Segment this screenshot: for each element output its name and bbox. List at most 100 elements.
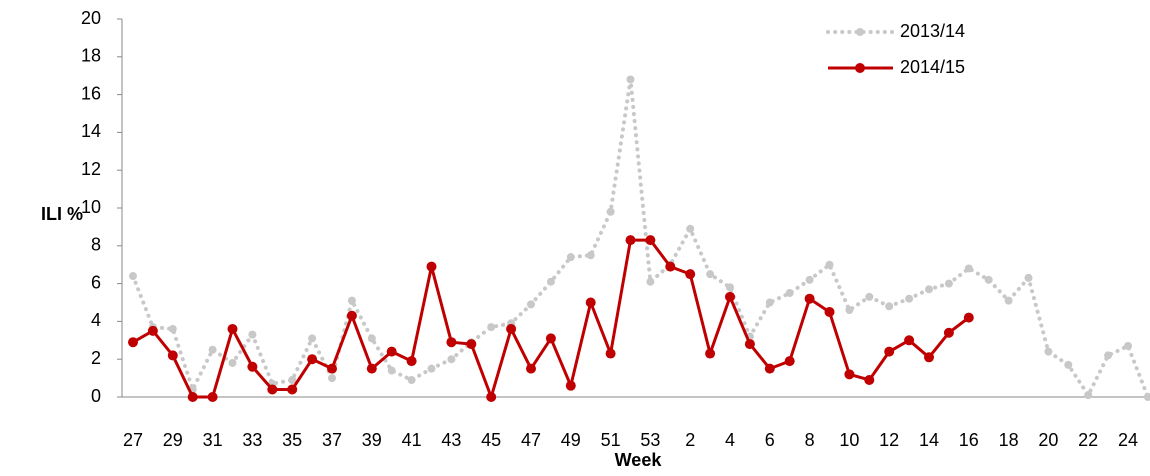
y-tick-label: 20 [81,8,101,28]
data-point [328,374,336,383]
data-point [526,363,536,374]
data-point [744,339,755,350]
x-tick-label: 31 [203,430,223,450]
data-point [845,306,854,315]
data-point [426,261,437,272]
data-point [347,296,356,305]
x-tick-label: 51 [601,430,621,450]
data-point [527,300,535,309]
data-point [565,380,576,391]
data-point [386,346,397,357]
data-point [905,294,914,303]
data-point [944,279,953,288]
data-point [486,392,497,402]
data-point [1124,341,1132,350]
data-point [147,325,158,336]
data-point [943,327,954,338]
x-tick-label: 49 [561,430,581,450]
data-point [725,291,735,302]
x-tick-label: 35 [282,430,302,450]
data-point [963,312,974,323]
data-point [367,334,376,343]
data-point [466,339,477,350]
data-point [247,361,258,372]
data-point [586,251,595,260]
data-point [665,261,676,272]
data-point [606,207,615,216]
data-point [865,292,874,301]
data-point [705,348,716,359]
data-point [625,235,636,246]
y-tick-label: 14 [81,121,101,141]
data-point [387,366,396,375]
data-point [924,352,934,363]
data-point [287,384,298,395]
y-tick-label: 8 [91,235,101,255]
data-point [785,289,794,298]
data-point [885,302,894,311]
data-point [407,375,416,384]
y-tick-label: 18 [81,46,101,66]
y-tick-label: 0 [91,386,101,406]
x-tick-label: 24 [1118,430,1138,450]
x-tick-label: 53 [640,430,660,450]
data-point [267,384,278,395]
data-point [646,277,655,286]
data-point [406,356,417,367]
data-point [645,235,656,246]
data-point [764,363,775,374]
data-point [327,363,337,374]
data-point [1084,391,1093,400]
x-tick-label: 45 [481,430,501,450]
data-point [904,335,915,346]
data-point [307,354,318,365]
y-tick-label: 10 [81,197,101,217]
data-point [825,260,834,269]
data-point [925,285,933,294]
data-point [626,75,635,84]
data-point [208,345,217,354]
x-tick-label: 2 [685,430,695,450]
data-point [168,324,177,333]
x-tick-label: 4 [725,430,735,450]
x-tick-label: 27 [123,430,143,450]
data-point [805,275,814,284]
data-point [784,356,795,367]
x-tick-label: 18 [999,430,1019,450]
legend-marker [855,63,865,73]
x-tick-label: 43 [441,430,461,450]
y-axis-label: ILI % [41,204,83,224]
series-line [132,238,970,399]
data-point [566,253,575,262]
data-point [187,392,198,402]
y-tick-label: 6 [91,272,101,292]
data-point [446,337,457,348]
data-point [765,298,774,307]
data-point [427,364,436,373]
data-point [1064,360,1073,369]
x-tick-label: 12 [879,430,899,450]
x-tick-label: 29 [163,430,183,450]
legend-marker [856,28,864,36]
data-point [864,374,875,385]
data-point [308,334,317,343]
legend-label: 2014/15 [900,57,965,77]
y-tick-label: 16 [81,83,101,103]
y-tick-label: 4 [91,310,101,330]
x-tick-label: 10 [839,430,859,450]
data-point [506,323,517,334]
data-point [804,293,815,304]
x-tick-label: 14 [919,430,939,450]
data-point [487,323,496,332]
data-point [1024,273,1033,282]
data-point [984,275,993,284]
data-point [884,346,895,357]
x-tick-label: 37 [322,430,342,450]
x-tick-label: 33 [242,430,262,450]
data-point [207,392,218,402]
data-point [685,269,696,280]
y-tick-label: 12 [81,159,101,179]
data-point [706,270,715,279]
x-tick-label: 39 [362,430,382,450]
